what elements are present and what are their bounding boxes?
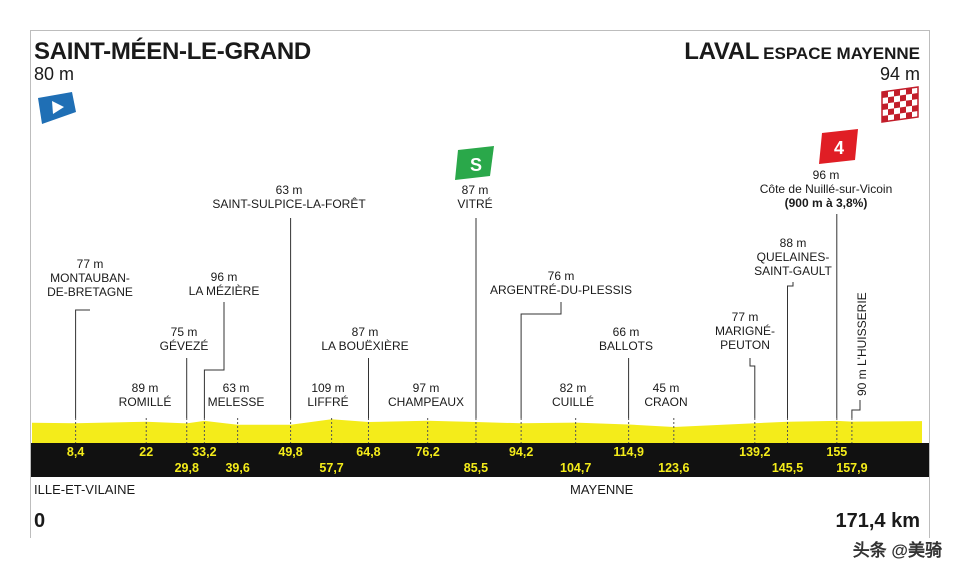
waypoint-label: 90 m L'HUISSERIE	[855, 292, 869, 396]
waypoint-name: ARGENTRÉ-DU-PLESSIS	[490, 282, 632, 297]
waypoint-name: GÉVEZÉ	[160, 338, 209, 353]
waypoint-leader-line	[787, 282, 794, 418]
frame-top-line	[30, 30, 930, 31]
waypoint-altitude: 109 m	[311, 381, 344, 395]
waypoint-name: LA MÉZIÈRE	[189, 283, 260, 298]
waypoint-name: SAINT-GAULT	[754, 264, 832, 278]
waypoint-altitude: 63 m	[276, 183, 303, 197]
start-altitude: 80 m	[34, 64, 75, 84]
distance-start: 0	[34, 510, 46, 532]
km-label: 22	[139, 445, 153, 459]
sprint-label: S	[470, 155, 482, 175]
km-label: 76,2	[415, 445, 439, 459]
start-flag-arrow-icon	[52, 101, 64, 114]
waypoint-name: MONTAUBAN-	[50, 271, 130, 285]
waypoint-altitude: 63 m	[223, 381, 250, 395]
frame-left-line	[30, 30, 31, 538]
waypoint-name: CRAON	[644, 395, 687, 409]
km-label: 85,5	[464, 461, 488, 475]
km-strip	[31, 443, 929, 477]
waypoint-leader-line	[520, 302, 562, 418]
distance-end: 171,4 km	[835, 510, 920, 532]
waypoint-name: CHAMPEAUX	[388, 395, 464, 409]
sprint-badge-icon	[455, 146, 494, 180]
finish-altitude: 94 m	[879, 64, 920, 84]
km-label: 8,4	[67, 445, 84, 459]
km-label: 29,8	[175, 461, 199, 475]
km-label: 39,6	[225, 461, 249, 475]
waypoint-name: VITRÉ	[457, 196, 492, 211]
waypoint-leader-line	[749, 358, 756, 418]
waypoint-name: Côte de Nuillé-sur-Vicoin	[760, 182, 893, 196]
waypoint-leader-line	[75, 309, 90, 418]
waypoint-altitude: 89 m	[132, 381, 159, 395]
waypoint-altitude: 76 m	[548, 269, 575, 283]
km-label: 123,6	[658, 461, 689, 475]
waypoint-altitude: 75 m	[171, 325, 198, 339]
km-label: 64,8	[356, 445, 380, 459]
waypoint-name: MARIGNÉ-	[715, 323, 775, 338]
climb-category: 4	[834, 138, 844, 158]
waypoint-name: ROMILLÉ	[119, 394, 172, 409]
climb-badge: 4	[819, 129, 858, 164]
waypoint-name: LIFFRÉ	[307, 394, 348, 409]
waypoint-altitude: 96 m	[813, 168, 840, 182]
waypoint-name: LA BOUËXIÈRE	[321, 338, 408, 353]
waypoint-altitude: 66 m	[613, 325, 640, 339]
waypoint-name: MELESSE	[208, 395, 265, 409]
region-left: ILLE-ET-VILAINE	[34, 482, 136, 497]
frame-right-line	[929, 30, 930, 538]
km-label: 49,8	[278, 445, 302, 459]
waypoint-altitude: 45 m	[653, 381, 680, 395]
watermark: 头条 @美骑	[852, 541, 942, 560]
waypoint-altitude: 96 m	[211, 270, 238, 284]
waypoint-altitude: 87 m	[352, 325, 379, 339]
waypoint-leader-line	[851, 400, 861, 418]
waypoint-name: QUELAINES-	[757, 250, 830, 264]
waypoint-altitude: 97 m	[413, 381, 440, 395]
waypoint-name: SAINT-SULPICE-LA-FORÊT	[212, 196, 366, 211]
km-label: 155	[826, 445, 847, 459]
km-label: 104,7	[560, 461, 591, 475]
elevation-area	[32, 419, 922, 443]
km-label: 139,2	[739, 445, 770, 459]
waypoint-name: (900 m à 3,8%)	[785, 196, 868, 210]
km-label: 145,5	[772, 461, 803, 475]
waypoint-altitude: 77 m	[77, 257, 104, 271]
km-label: 157,9	[836, 461, 867, 475]
km-label: 94,2	[509, 445, 533, 459]
km-label: 33,2	[192, 445, 216, 459]
waypoint-name: PEUTON	[720, 338, 770, 352]
waypoint-name: CUILLÉ	[552, 394, 594, 409]
climb-badge-icon	[819, 129, 858, 164]
waypoint-name: BALLOTS	[599, 339, 653, 353]
start-town: SAINT-MÉEN-LE-GRAND	[34, 38, 311, 65]
waypoint-altitude: 88 m	[780, 236, 807, 250]
waypoint-leader-line	[203, 302, 225, 418]
waypoint-altitude: 82 m	[560, 381, 587, 395]
km-label: 57,7	[319, 461, 343, 475]
finish-flag-icon	[881, 86, 919, 123]
waypoint-name: DE-BRETAGNE	[47, 285, 133, 299]
region-right: MAYENNE	[570, 482, 634, 497]
waypoint-altitude: 77 m	[732, 310, 759, 324]
km-label: 114,9	[613, 445, 644, 459]
finish-title: LAVAL ESPACE MAYENNE	[684, 38, 920, 66]
waypoint-altitude: 87 m	[462, 183, 489, 197]
finish-venue: ESPACE MAYENNE	[763, 44, 920, 63]
sprint-badge: S	[455, 146, 494, 180]
finish-town: LAVAL	[684, 38, 760, 65]
